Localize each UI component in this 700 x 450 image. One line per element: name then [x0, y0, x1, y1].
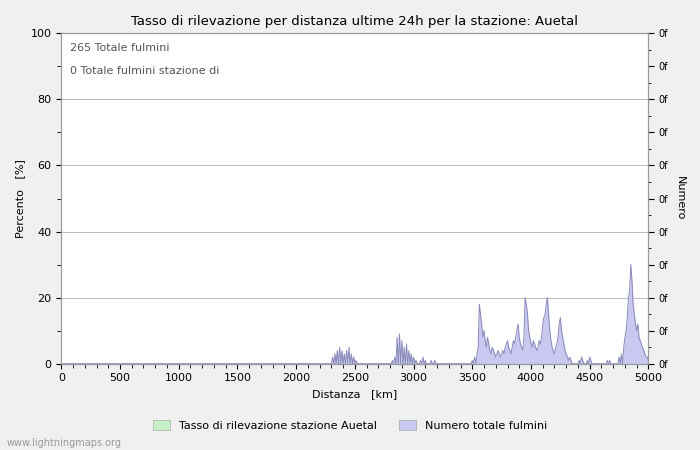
Legend: Tasso di rilevazione stazione Auetal, Numero totale fulmini: Tasso di rilevazione stazione Auetal, Nu…	[149, 416, 551, 436]
X-axis label: Distanza   [km]: Distanza [km]	[312, 389, 398, 399]
Text: www.lightningmaps.org: www.lightningmaps.org	[7, 438, 122, 448]
Text: 265 Totale fulmini: 265 Totale fulmini	[70, 43, 169, 53]
Title: Tasso di rilevazione per distanza ultime 24h per la stazione: Auetal: Tasso di rilevazione per distanza ultime…	[132, 15, 578, 28]
Text: 0 Totale fulmini stazione di: 0 Totale fulmini stazione di	[70, 66, 220, 76]
Y-axis label: Percento   [%]: Percento [%]	[15, 159, 25, 238]
Y-axis label: Numero: Numero	[675, 176, 685, 220]
